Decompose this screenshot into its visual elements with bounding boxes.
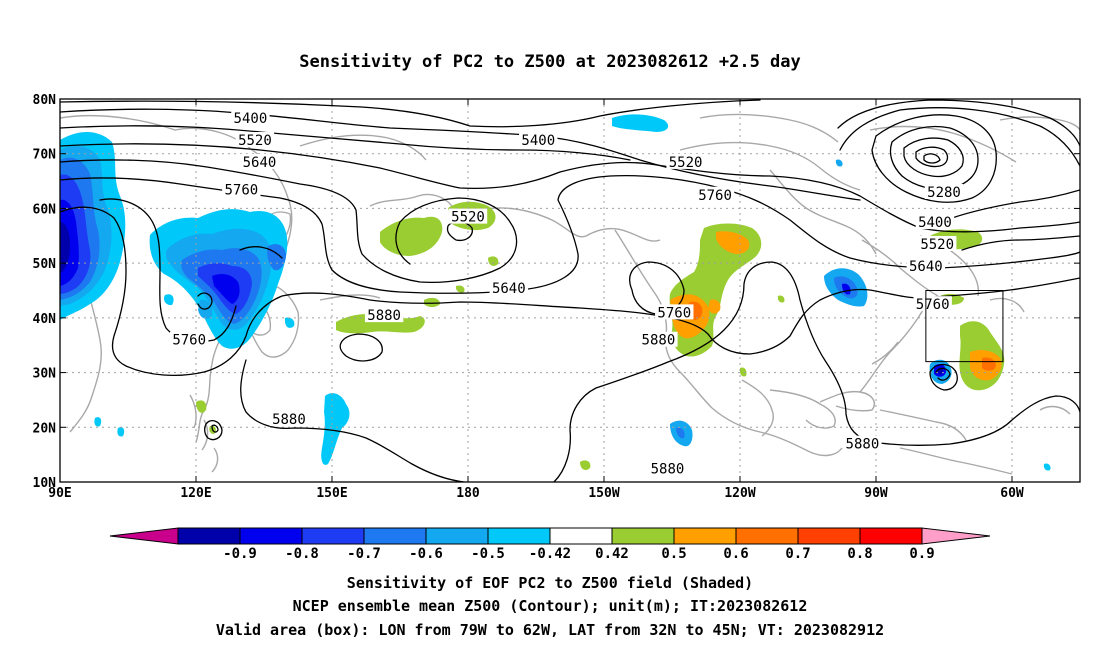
- colorbar-label: 0.8: [847, 546, 872, 562]
- colorbar-label: 0.6: [723, 546, 748, 562]
- contour-label-bg: [269, 411, 309, 427]
- x-tick-label: 150W: [588, 486, 619, 501]
- contour-label: 5400: [234, 111, 268, 127]
- contour-label: 5760: [698, 188, 732, 204]
- colorbar-label: -0.7: [347, 546, 381, 562]
- colorbar-low-triangle: [109, 527, 179, 545]
- contour-label-bg: [639, 331, 678, 347]
- colorbar-bin: [301, 527, 365, 545]
- contour-label: 5640: [243, 155, 277, 171]
- y-tick-label: 20N: [33, 421, 57, 436]
- contour-label-bg: [648, 460, 687, 476]
- y-tick-label: 40N: [33, 312, 57, 327]
- y-tick-label: 60N: [33, 202, 57, 217]
- contour-label-bg: [235, 132, 275, 148]
- colorbar-label: 0.7: [785, 546, 810, 562]
- contour-label: 5640: [492, 281, 526, 297]
- x-tick-label: 150E: [316, 486, 347, 501]
- caption-line-1: Sensitivity of EOF PC2 to Z500 field (Sh…: [347, 574, 753, 592]
- contour-label: 5640: [909, 259, 943, 275]
- colorbar-label: 0.5: [661, 546, 686, 562]
- contour-label: 5520: [669, 155, 703, 171]
- y-tick-label: 80N: [33, 93, 57, 108]
- colorbar-label: 0.42: [595, 546, 629, 562]
- colorbar-high-triangle: [921, 527, 991, 545]
- colorbar-bin: [363, 527, 427, 545]
- contour-label-bg: [924, 184, 964, 200]
- colorbar-bin: [425, 527, 489, 545]
- colorbar-bin: [239, 527, 303, 545]
- valid-area-box: [925, 290, 1004, 363]
- contour-label-bg: [666, 153, 705, 169]
- colorbar-label: -0.8: [285, 546, 319, 562]
- colorbar-bin: [673, 527, 737, 545]
- colorbar-bin: [549, 527, 613, 545]
- contour-label-bg: [240, 153, 279, 169]
- contour-label-bg: [655, 304, 694, 320]
- contour-label: 5880: [642, 333, 676, 349]
- map-frame: [59, 98, 1081, 483]
- figure-title: Sensitivity of PC2 to Z500 at 2023082612…: [299, 52, 801, 72]
- contour-label-bg: [918, 235, 957, 251]
- contour-labels: 5400 5520 5640 5760 5400 5520 5520 5760 5640 5880…: [170, 110, 964, 477]
- colorbar-bin: [797, 527, 861, 545]
- contour-label: 5760: [224, 182, 258, 198]
- colorbar-label: -0.9: [223, 546, 257, 562]
- axis-ticks: 90E 120E 150E 180 150W 120W 90W 60W 80N 70N 60N 50N…: [33, 93, 1080, 501]
- contour-label-bg: [695, 186, 735, 202]
- contour-label: 5520: [920, 237, 954, 253]
- caption-line-2: NCEP ensemble mean Z500 (Contour); unit(…: [293, 597, 808, 615]
- y-tick-label: 50N: [33, 257, 57, 272]
- contour-label: 5760: [916, 297, 950, 313]
- contour-label: 5760: [172, 333, 206, 349]
- contour-label-bg: [913, 296, 952, 312]
- y-tick-label: 30N: [33, 367, 57, 382]
- colorbar-label: -0.5: [471, 546, 505, 562]
- x-tick-label: 180: [456, 486, 480, 501]
- caption-line-3: Valid area (box): LON from 79W to 62W, L…: [216, 621, 884, 639]
- colorbar-bin: [487, 527, 551, 545]
- colorbar-label: -0.6: [409, 546, 443, 562]
- contour-label-bg: [906, 257, 946, 273]
- contour-label-bg: [843, 435, 882, 451]
- y-tick-label: 70N: [33, 148, 57, 163]
- contour-label-bg: [915, 214, 955, 230]
- contour-label-bg: [364, 307, 404, 323]
- contour-label: 5520: [238, 133, 272, 149]
- contour-label: 5880: [272, 412, 306, 428]
- contour-label: 5880: [651, 461, 685, 477]
- colorbar-bin: [859, 527, 923, 545]
- contour-label: 5760: [657, 305, 691, 321]
- colorbar-label: 0.9: [909, 546, 934, 562]
- contour-label: 5280: [927, 185, 961, 201]
- colorbar: -0.9 -0.8 -0.7 -0.6 -0.5 -0.42 0.42 0.5 0.6 0.7 0.…: [109, 527, 991, 562]
- contour-label-bg: [222, 181, 261, 197]
- colorbar-bin: [177, 527, 241, 545]
- x-tick-label: 90E: [48, 486, 71, 501]
- x-tick-label: 60W: [1000, 486, 1024, 501]
- contour-label-bg: [231, 110, 270, 126]
- contour-label: 5520: [451, 210, 485, 226]
- map-plot-area: 5400 5520 5640 5760 5400 5520 5520 5760 5640 5880…: [60, 99, 1080, 482]
- colorbar-bin: [611, 527, 675, 545]
- contour-label-bg: [519, 132, 558, 148]
- contour-label: 5400: [918, 215, 952, 231]
- x-tick-label: 120W: [724, 486, 755, 501]
- x-tick-label: 90W: [864, 486, 888, 501]
- y-tick-label: 10N: [33, 476, 57, 491]
- colorbar-bin: [735, 527, 799, 545]
- contour-label-bg: [170, 331, 209, 347]
- contour-label: 5880: [367, 308, 401, 324]
- x-tick-label: 120E: [180, 486, 211, 501]
- colorbar-label: -0.42: [529, 546, 571, 562]
- contour-label: 5880: [846, 437, 880, 453]
- sensitivity-shading: [60, 114, 1051, 471]
- contour-label-bg: [489, 279, 528, 295]
- contour-label-bg: [448, 208, 488, 224]
- contour-label: 5400: [521, 133, 555, 149]
